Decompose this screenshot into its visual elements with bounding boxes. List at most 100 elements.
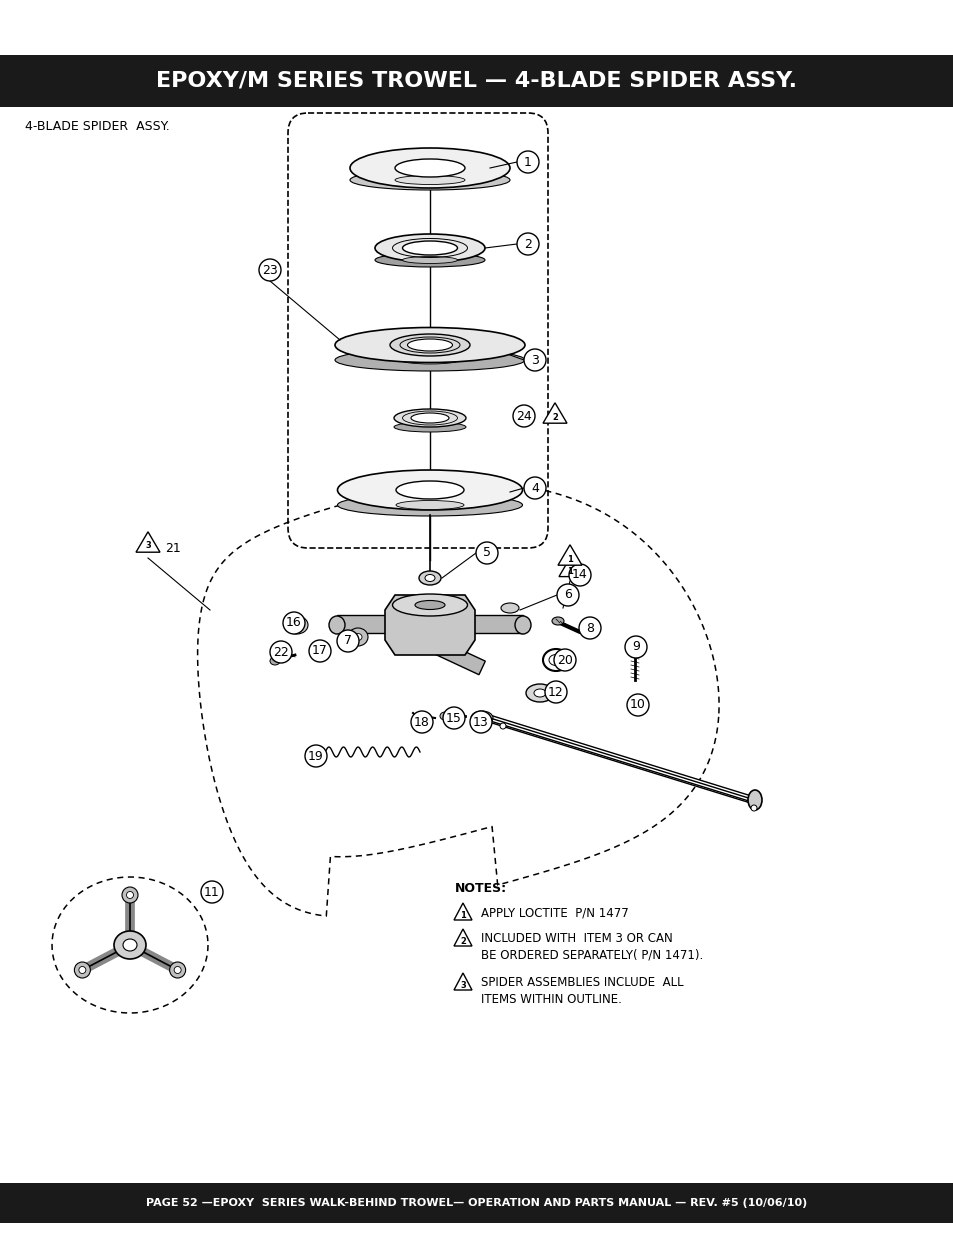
- Circle shape: [554, 650, 576, 671]
- Text: 12: 12: [548, 685, 563, 699]
- Ellipse shape: [348, 629, 368, 646]
- Text: 1: 1: [566, 555, 573, 563]
- Polygon shape: [542, 403, 566, 424]
- Text: 4: 4: [531, 482, 538, 494]
- Bar: [468, 615, 522, 634]
- Circle shape: [201, 881, 223, 903]
- Ellipse shape: [424, 574, 435, 582]
- Ellipse shape: [402, 241, 457, 254]
- Circle shape: [517, 233, 538, 254]
- Polygon shape: [454, 973, 472, 990]
- Ellipse shape: [747, 790, 761, 810]
- Ellipse shape: [418, 571, 440, 585]
- Circle shape: [523, 477, 545, 499]
- Circle shape: [578, 618, 600, 638]
- Circle shape: [283, 613, 305, 634]
- Ellipse shape: [354, 634, 361, 641]
- Text: 4-BLADE SPIDER  ASSY.: 4-BLADE SPIDER ASSY.: [25, 120, 170, 133]
- Text: 19: 19: [308, 750, 323, 762]
- Ellipse shape: [635, 704, 639, 708]
- Ellipse shape: [390, 333, 470, 356]
- Ellipse shape: [395, 480, 463, 499]
- Text: 3: 3: [145, 541, 151, 551]
- Text: 23: 23: [262, 263, 277, 277]
- Ellipse shape: [375, 253, 484, 267]
- Text: APPLY LOCTITE  P/N 1477: APPLY LOCTITE P/N 1477: [480, 906, 628, 919]
- Ellipse shape: [499, 722, 505, 729]
- Text: 2: 2: [523, 237, 532, 251]
- Text: 2: 2: [552, 412, 558, 421]
- Circle shape: [470, 711, 492, 734]
- Ellipse shape: [500, 603, 518, 613]
- Bar: [0, 1183, 953, 1223]
- Ellipse shape: [439, 713, 450, 720]
- Text: 1: 1: [459, 910, 465, 920]
- Circle shape: [568, 564, 590, 585]
- Text: 3: 3: [531, 353, 538, 367]
- Ellipse shape: [552, 618, 563, 625]
- Ellipse shape: [350, 170, 510, 190]
- Ellipse shape: [350, 148, 510, 188]
- Ellipse shape: [74, 962, 91, 978]
- Text: 1: 1: [523, 156, 532, 168]
- Ellipse shape: [392, 594, 467, 616]
- Ellipse shape: [415, 600, 444, 610]
- Polygon shape: [385, 595, 475, 655]
- Ellipse shape: [127, 892, 133, 899]
- Circle shape: [411, 711, 433, 734]
- Bar: [434, 640, 485, 674]
- Ellipse shape: [306, 747, 319, 757]
- Ellipse shape: [123, 939, 137, 951]
- Ellipse shape: [407, 338, 452, 351]
- Ellipse shape: [395, 500, 463, 510]
- Ellipse shape: [337, 494, 522, 516]
- Ellipse shape: [476, 715, 486, 721]
- Text: 3: 3: [459, 981, 465, 989]
- Text: 9: 9: [632, 641, 639, 653]
- Polygon shape: [454, 929, 472, 946]
- Polygon shape: [558, 545, 581, 566]
- Polygon shape: [136, 532, 160, 552]
- Text: 1: 1: [566, 567, 573, 576]
- Text: 5: 5: [482, 547, 491, 559]
- Ellipse shape: [313, 643, 327, 656]
- Ellipse shape: [394, 422, 465, 432]
- Ellipse shape: [534, 689, 545, 697]
- Text: 6: 6: [563, 589, 572, 601]
- Circle shape: [544, 680, 566, 703]
- Ellipse shape: [402, 257, 457, 263]
- Text: EPOXY/M SERIES TROWEL — 4-BLADE SPIDER ASSY.: EPOXY/M SERIES TROWEL — 4-BLADE SPIDER A…: [156, 70, 797, 91]
- Ellipse shape: [750, 805, 757, 811]
- Text: 18: 18: [414, 715, 430, 729]
- Circle shape: [557, 584, 578, 606]
- Text: 24: 24: [516, 410, 532, 422]
- Text: 10: 10: [629, 699, 645, 711]
- Ellipse shape: [395, 159, 464, 177]
- Ellipse shape: [79, 967, 86, 973]
- Text: 17: 17: [312, 645, 328, 657]
- Ellipse shape: [394, 409, 465, 427]
- Text: PAGE 52 —EPOXY  SERIES WALK-BEHIND TROWEL— OPERATION AND PARTS MANUAL — REV. #5 : PAGE 52 —EPOXY SERIES WALK-BEHIND TROWEL…: [146, 1198, 807, 1208]
- Ellipse shape: [515, 616, 531, 634]
- Circle shape: [305, 745, 327, 767]
- Text: 16: 16: [286, 616, 301, 630]
- Text: INCLUDED WITH  ITEM 3 OR CAN
BE ORDERED SEPARATELY( P/N 1471).: INCLUDED WITH ITEM 3 OR CAN BE ORDERED S…: [480, 932, 702, 962]
- Text: 22: 22: [273, 646, 289, 658]
- Ellipse shape: [631, 701, 641, 711]
- Polygon shape: [454, 903, 472, 920]
- Text: 2: 2: [459, 936, 465, 946]
- Text: 8: 8: [585, 621, 594, 635]
- Text: 13: 13: [473, 715, 488, 729]
- Ellipse shape: [122, 887, 138, 903]
- Circle shape: [513, 405, 535, 427]
- Ellipse shape: [335, 327, 524, 363]
- Ellipse shape: [395, 175, 464, 184]
- Circle shape: [442, 706, 464, 729]
- Ellipse shape: [375, 233, 484, 262]
- Circle shape: [336, 630, 358, 652]
- Text: 11: 11: [204, 885, 219, 899]
- Circle shape: [476, 542, 497, 564]
- Ellipse shape: [270, 657, 280, 664]
- Ellipse shape: [399, 356, 459, 364]
- Circle shape: [309, 640, 331, 662]
